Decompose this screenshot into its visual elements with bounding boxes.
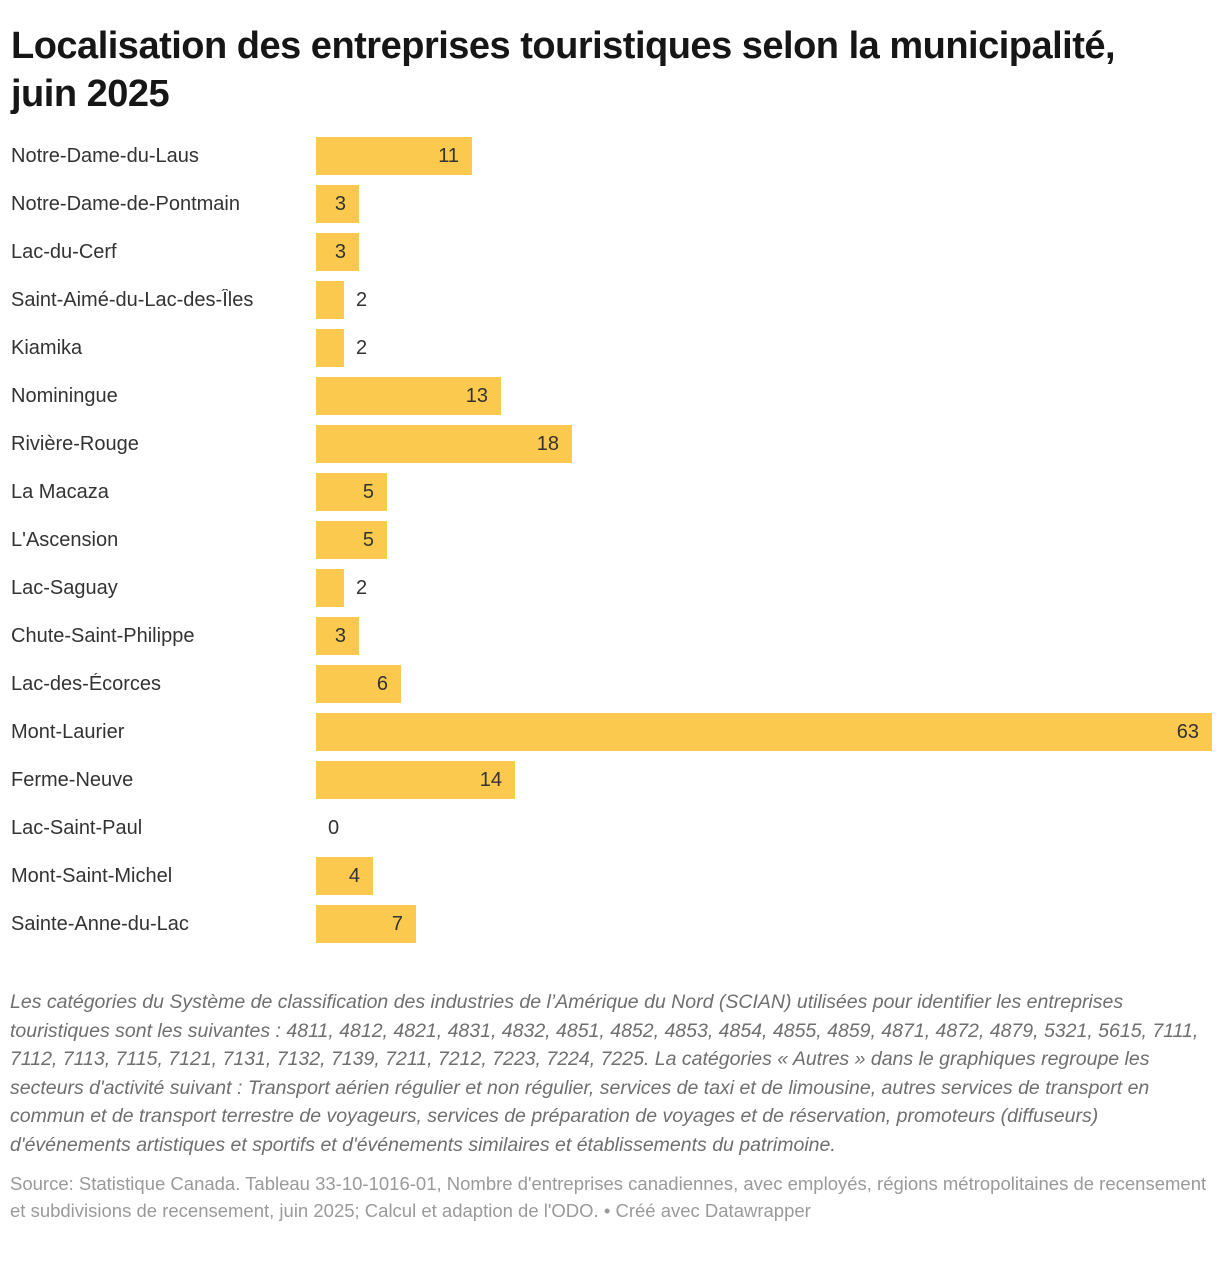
bar-row: Saint-Aimé-du-Lac-des-Îles 2: [10, 276, 1210, 324]
bar-area: 4: [316, 857, 1210, 895]
category-label: Lac-Saint-Paul: [11, 816, 143, 839]
source-text: Source: Statistique Canada. Tableau 33-1…: [10, 1173, 1207, 1221]
bar-row: Kiamika 2: [10, 324, 1210, 372]
datawrapper-attribution-link[interactable]: Créé avec Datawrapper: [615, 1200, 811, 1221]
bar: [316, 137, 472, 175]
bar: [316, 521, 387, 559]
category-label: Ferme-Neuve: [11, 768, 134, 791]
value-label: 3: [334, 241, 346, 263]
value-label: 7: [391, 913, 403, 935]
value-label: 5: [362, 481, 374, 503]
bar: [316, 905, 416, 943]
bar-row: Lac-des-Écorces 6: [10, 660, 1210, 708]
bar: [316, 713, 1212, 751]
bar-row: Lac-du-Cerf 3: [10, 228, 1210, 276]
bar: [316, 857, 373, 895]
category-label: Lac-Saguay: [11, 576, 118, 599]
value-label: 2: [356, 337, 368, 359]
bar-area: 0: [316, 809, 1210, 847]
chart-source-line: Source: Statistique Canada. Tableau 33-1…: [10, 1170, 1210, 1224]
bar-area: 2: [316, 329, 1210, 367]
category-label: Chute-Saint-Philippe: [11, 624, 195, 647]
value-label: 63: [1176, 721, 1199, 743]
category-label: La Macaza: [11, 480, 109, 503]
category-label: Lac-des-Écorces: [11, 672, 162, 695]
bar: [316, 233, 359, 271]
category-label: Saint-Aimé-du-Lac-des-Îles: [11, 288, 254, 311]
bar: [316, 281, 344, 319]
bar-row: Nominingue 13: [10, 372, 1210, 420]
bar-area: 7: [316, 905, 1210, 943]
bar-area: 5: [316, 473, 1210, 511]
value-label: 4: [348, 865, 360, 887]
value-label: 3: [334, 193, 346, 215]
bar-area: 2: [316, 569, 1210, 607]
value-label: 13: [465, 385, 488, 407]
category-label: Mont-Saint-Michel: [11, 864, 173, 887]
category-label: Notre-Dame-de-Pontmain: [11, 192, 240, 215]
category-label: Mont-Laurier: [11, 720, 125, 743]
value-label: 14: [479, 769, 502, 791]
footer-separator: •: [598, 1200, 616, 1221]
category-label: Nominingue: [11, 384, 118, 407]
value-label: 2: [356, 577, 368, 599]
bar: [316, 761, 515, 799]
value-label: 3: [334, 625, 346, 647]
category-label: Sainte-Anne-du-Lac: [11, 912, 189, 935]
value-label: 11: [438, 145, 459, 167]
category-label: Notre-Dame-du-Laus: [11, 144, 199, 167]
chart-notes: Les catégories du Système de classificat…: [10, 991, 1199, 1156]
bar-row: Mont-Laurier 63: [10, 708, 1212, 756]
bar-row: Sainte-Anne-du-Lac 7: [10, 900, 1210, 948]
bar-area: 3: [316, 185, 1210, 223]
bar-row: La Macaza 5: [10, 468, 1210, 516]
value-label: 5: [362, 529, 374, 551]
bar-area: 13: [316, 377, 1210, 415]
bar-row: Ferme-Neuve 14: [10, 756, 1210, 804]
category-label: Kiamika: [11, 336, 83, 359]
bar-chart: Notre-Dame-du-Laus 11 Notre-Dame-de-Pontma…: [10, 132, 1212, 948]
bar-area: 2: [316, 281, 1210, 319]
category-label: L'Ascension: [11, 528, 119, 551]
value-label: 2: [356, 289, 368, 311]
bar-row: Lac-Saint-Paul 0: [10, 804, 1210, 852]
bar-row: Notre-Dame-de-Pontmain 3: [10, 180, 1210, 228]
bar-row: Mont-Saint-Michel 4: [10, 852, 1210, 900]
value-label: 0: [328, 817, 340, 839]
bar-row: Chute-Saint-Philippe 3: [10, 612, 1210, 660]
bar-area: 3: [316, 233, 1210, 271]
category-label: Rivière-Rouge: [11, 432, 139, 455]
bar: [316, 377, 501, 415]
bar: [316, 425, 572, 463]
bar: [316, 569, 344, 607]
bar-area: 14: [316, 761, 1210, 799]
bar-row: Lac-Saguay 2: [10, 564, 1210, 612]
bar-area: 6: [316, 665, 1210, 703]
bar-row: Rivière-Rouge 18: [10, 420, 1210, 468]
bar: [316, 473, 387, 511]
bar: [316, 185, 359, 223]
bar: [316, 665, 401, 703]
bar-area: 11: [316, 137, 1210, 175]
value-label: 18: [536, 433, 559, 455]
category-label: Lac-du-Cerf: [11, 240, 117, 263]
bar-area: 18: [316, 425, 1210, 463]
bar-area: 3: [316, 617, 1210, 655]
bar-area: 5: [316, 521, 1210, 559]
value-label: 6: [376, 673, 388, 695]
chart-container: Localisation des entreprises touristique…: [10, 25, 1212, 1224]
bar: [316, 617, 359, 655]
bar: [316, 329, 344, 367]
bar-row: Notre-Dame-du-Laus 11: [10, 132, 1210, 180]
chart-title: Localisation des entreprises touristique…: [11, 25, 1116, 115]
bar-area: 63: [316, 713, 1212, 751]
bar-row: L'Ascension 5: [10, 516, 1210, 564]
